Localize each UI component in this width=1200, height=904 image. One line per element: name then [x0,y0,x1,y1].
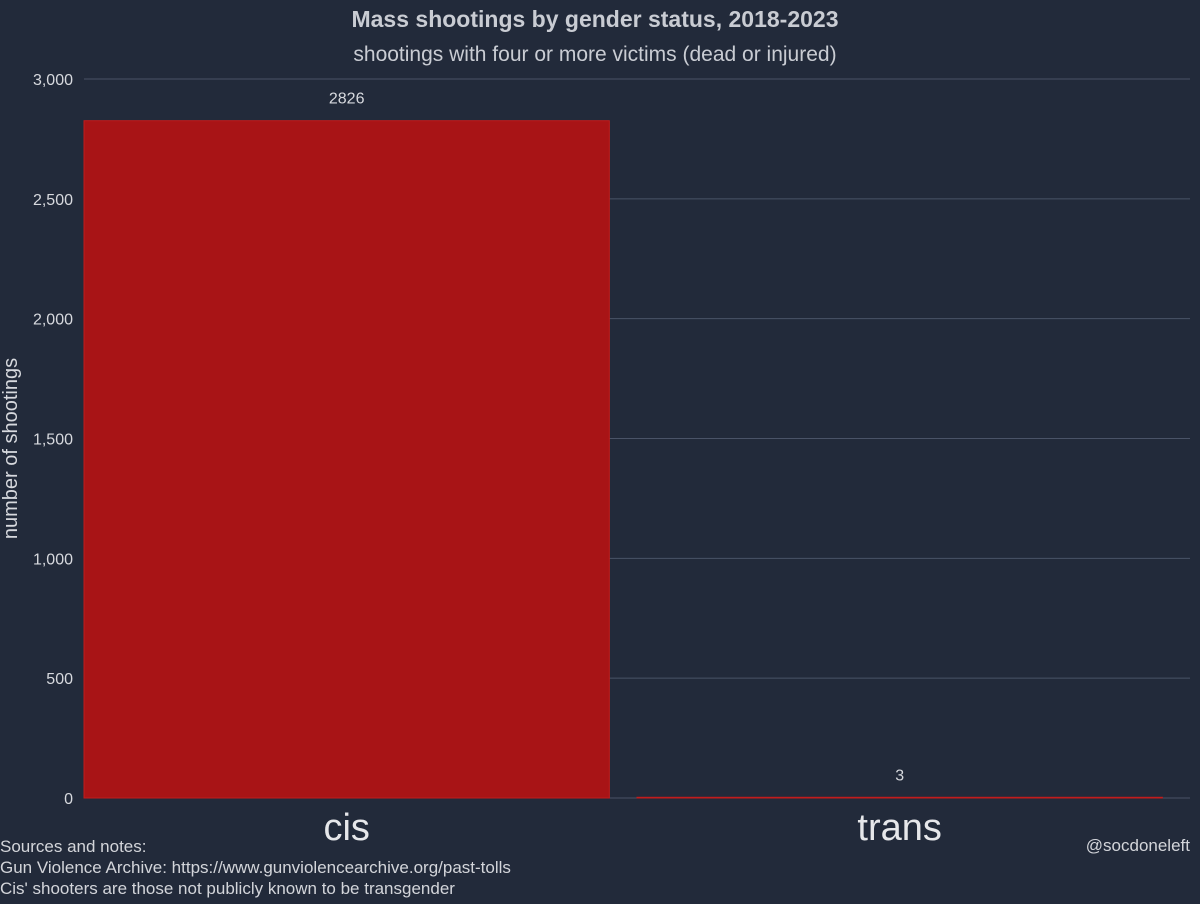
data-label: 2826 [329,91,365,108]
y-tick-label: 500 [46,671,73,688]
data-label: 3 [895,767,904,784]
x-category-label: trans [857,807,941,849]
notes-definition: Cis' shooters are those not publicly kno… [0,879,455,898]
notes-heading: Sources and notes: [0,837,147,856]
y-tick-label: 1,000 [33,551,73,568]
y-tick-label: 3,000 [33,72,73,89]
chart-subtitle: shootings with four or more victims (dea… [353,43,837,66]
y-axis-label: number of shootings [0,358,22,539]
y-tick-label: 2,000 [33,312,73,329]
y-tick-label: 2,500 [33,192,73,209]
author-credit: @socdoneleft [1085,836,1190,855]
y-tick-label: 1,500 [33,432,73,449]
bar-cis [83,120,610,799]
x-category-label: cis [323,807,369,849]
chart-title: Mass shootings by gender status, 2018-20… [351,6,839,32]
sources-notes: Sources and notes: Gun Violence Archive:… [0,836,511,899]
y-tick-label: 0 [64,791,73,808]
bar-trans [636,796,1163,799]
notes-source: Gun Violence Archive: https://www.gunvio… [0,858,511,877]
